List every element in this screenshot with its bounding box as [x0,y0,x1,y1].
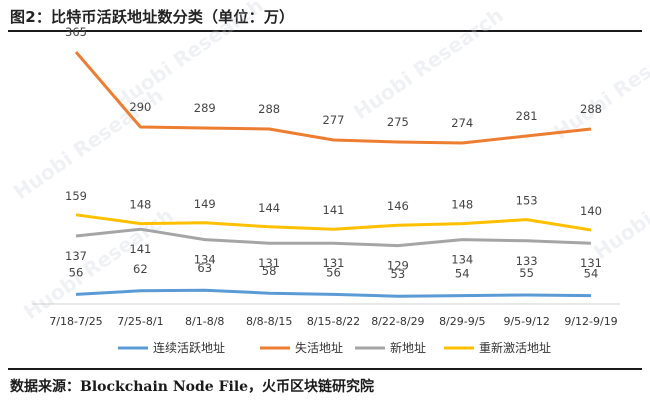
watermark-text: Huobi Research [549,23,650,144]
chart-title: 图2：比特币活跃地址数分类（单位：万） [10,8,295,26]
data-label: 137 [65,249,87,263]
data-label: 134 [451,253,473,267]
x-tick-label: 8/22-8/29 [371,315,424,328]
legend-label: 重新激活地址 [479,340,551,355]
x-tick-label: 8/15-8/22 [307,315,360,328]
data-label: 63 [197,261,212,275]
data-label: 144 [258,201,280,215]
data-label: 53 [391,267,406,281]
data-label: 131 [258,256,280,270]
watermark-text: Huobi Research [349,3,508,124]
data-label: 274 [451,116,473,130]
x-tick-label: 8/1-8/8 [185,315,224,328]
x-tick-label: 7/18-7/25 [49,315,102,328]
data-label: 141 [129,242,151,256]
data-label: 153 [516,194,538,208]
watermark-text: Huobi Research [19,203,178,324]
line-chart: Huobi Research Huobi Research Huobi Resear… [9,0,650,355]
series-line-2 [75,227,592,248]
data-label: 133 [516,254,538,268]
data-label: 134 [194,253,216,267]
data-label: 54 [584,267,599,281]
data-label: 289 [194,101,216,115]
data-label: 148 [129,198,151,212]
data-label: 365 [65,25,87,39]
data-label: 148 [451,198,473,212]
data-label: 146 [387,199,409,213]
series-line-3 [75,213,592,232]
data-source: 数据来源：Blockchain Node File，火币区块链研究院 [10,379,375,395]
legend-label: 连续活跃地址 [153,340,225,355]
data-label: 159 [65,189,87,203]
data-label: 141 [323,203,345,217]
data-label: 58 [262,264,277,278]
x-tick-label: 8/29-9/5 [439,315,485,328]
data-label: 277 [323,113,345,127]
data-label: 275 [387,115,409,129]
data-label: 131 [323,256,345,270]
data-label: 288 [580,102,602,116]
x-tick-label: 8/8-8/15 [246,315,292,328]
data-label: 281 [516,109,538,123]
data-label: 131 [580,256,602,270]
data-label: 54 [455,267,470,281]
data-label: 290 [129,100,151,114]
data-label: 62 [133,262,148,276]
legend-label: 失活地址 [295,340,343,355]
series-layer: 56 62 63 58 56 53 54 55 54 365 290 289 288 277 275 274 2… [65,25,602,298]
x-tick-label: 9/12-9/19 [564,315,617,328]
data-label: 129 [387,259,409,273]
x-tick-labels: 7/18-7/25 7/25-8/1 8/1-8/8 8/8-8/15 8/15-8/2… [49,315,617,328]
bottom-rule [8,368,642,370]
data-label: 288 [258,102,280,116]
x-tick-label: 9/5-9/12 [503,315,549,328]
data-label: 140 [580,204,602,218]
data-label: 55 [519,266,534,280]
legend-label: 新地址 [390,340,426,355]
legend: 连续活跃地址 失活地址 新地址 重新激活地址 [118,340,551,355]
series-line-1 [74,51,592,145]
x-tick-label: 7/25-8/1 [117,315,163,328]
data-label: 149 [194,197,216,211]
data-label: 56 [326,265,341,279]
series-line-0 [75,288,592,298]
data-label: 56 [69,265,84,279]
top-rule [8,30,642,32]
